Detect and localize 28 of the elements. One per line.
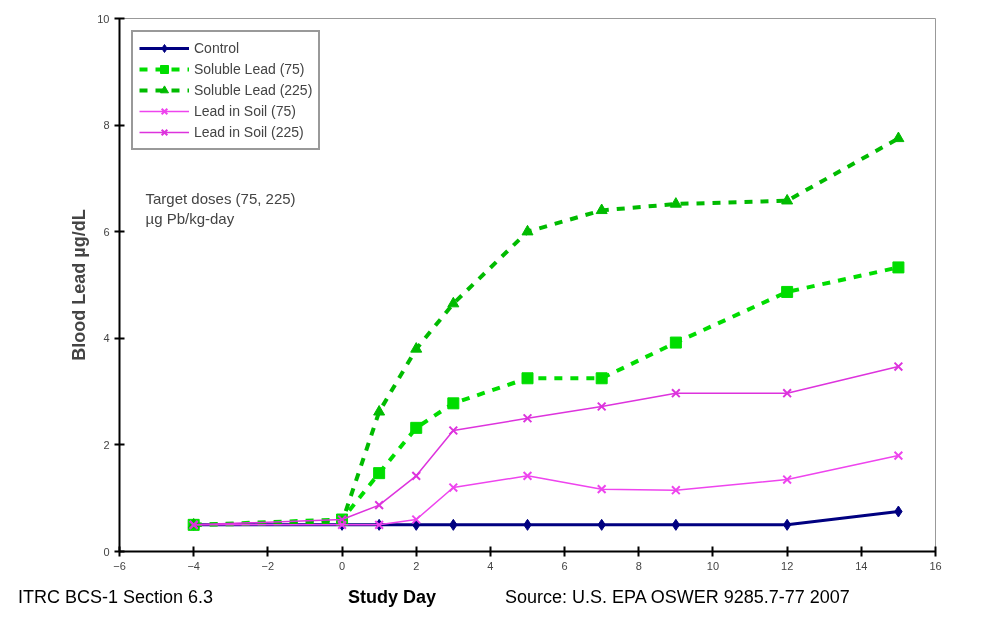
text: ITRC BCS-1 Section 6.3 [18, 586, 214, 609]
y-tick-label: 2 [103, 438, 110, 451]
x-tick-label: −2 [261, 559, 275, 572]
x-tick-label: 0 [338, 559, 346, 572]
y-tick-label: 4 [103, 332, 110, 345]
x-tick-label: 2 [413, 559, 420, 572]
y-axis-title: Blood Lead µg/dL [69, 209, 90, 361]
x-tick-label: 14 [855, 559, 868, 572]
x-tick-label: −6 [113, 559, 126, 572]
x-tick-label: 6 [561, 559, 568, 572]
source-note: Source: U.S. EPA OSWER 9285.7-77 2007 [505, 586, 850, 609]
x-tick-label: −4 [187, 559, 200, 572]
x-tick-label: 8 [635, 559, 642, 572]
legend-label: Soluble Lead (75) [194, 61, 305, 77]
y-tick-label: 8 [103, 119, 110, 132]
legend-label: Lead in Soil (225) [194, 124, 304, 140]
legend-label: Lead in Soil (75) [194, 103, 296, 119]
x-tick-label: 16 [929, 559, 942, 572]
legend-label: Control [194, 40, 240, 56]
x-tick-label: 10 [706, 559, 720, 572]
y-tick-label: 0 [103, 545, 110, 558]
y-tick-label: 10 [97, 12, 110, 25]
y-tick-label: 6 [103, 225, 110, 238]
x-tick-label: 4 [487, 559, 494, 572]
annotation: Target doses (75, 225) µg Pb/kg-day [145, 189, 296, 227]
legend-label: Soluble Lead (225) [194, 82, 313, 98]
x-axis-title: Study Day [348, 586, 437, 609]
x-tick-label: 12 [781, 559, 794, 572]
